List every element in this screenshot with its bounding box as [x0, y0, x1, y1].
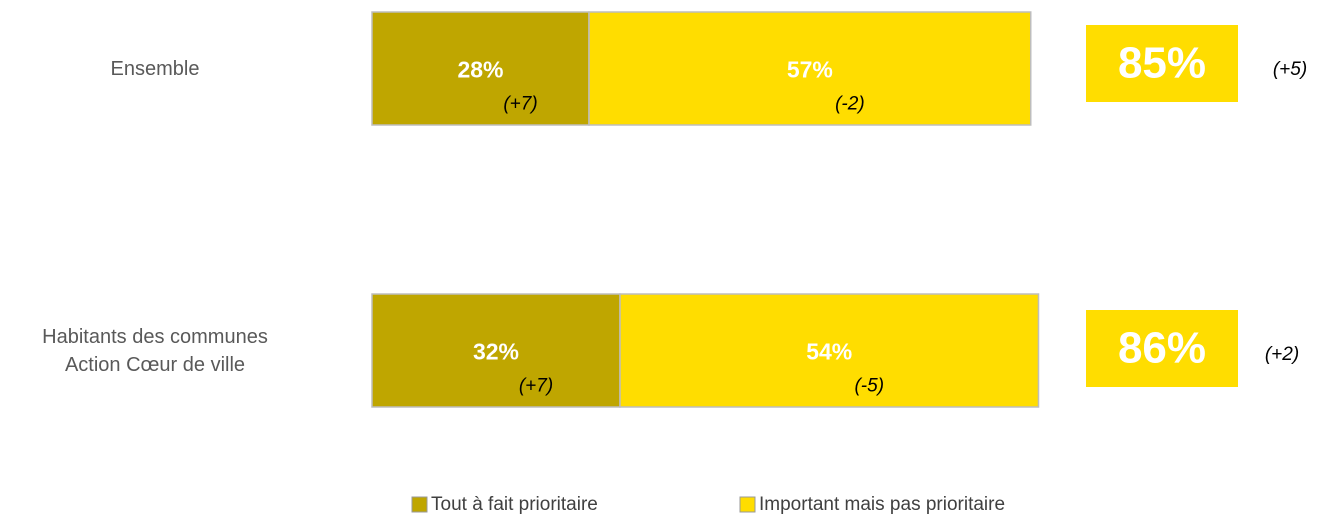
bar-segment: [619, 293, 1040, 408]
legend-swatch: [739, 496, 756, 513]
value-label: 32%: [473, 339, 519, 365]
category-label: Ensemble: [110, 57, 200, 80]
change-label: (+7): [519, 376, 553, 397]
total-label: 86%: [1118, 324, 1206, 373]
total-label: 85%: [1118, 39, 1206, 88]
value-label: 57%: [787, 57, 833, 83]
category-label: Habitants des communes Action Cœur de vi…: [42, 325, 268, 376]
total-change: (+5): [1273, 59, 1307, 80]
total-box: [1086, 310, 1238, 387]
legend-label: Tout à fait prioritaire: [431, 494, 598, 515]
change-label: (+7): [503, 94, 537, 115]
total-change: (+2): [1265, 344, 1299, 365]
bar-segment: [371, 293, 621, 408]
change-label: (-2): [835, 94, 865, 115]
legend-swatch: [411, 496, 428, 513]
bar-segment: [588, 11, 1032, 126]
total-box: [1086, 25, 1238, 102]
value-label: 28%: [457, 57, 503, 83]
value-label: 54%: [806, 339, 852, 365]
legend-label: Important mais pas prioritaire: [759, 494, 1005, 515]
change-label: (-5): [854, 376, 884, 397]
bar-segment: [371, 11, 590, 126]
